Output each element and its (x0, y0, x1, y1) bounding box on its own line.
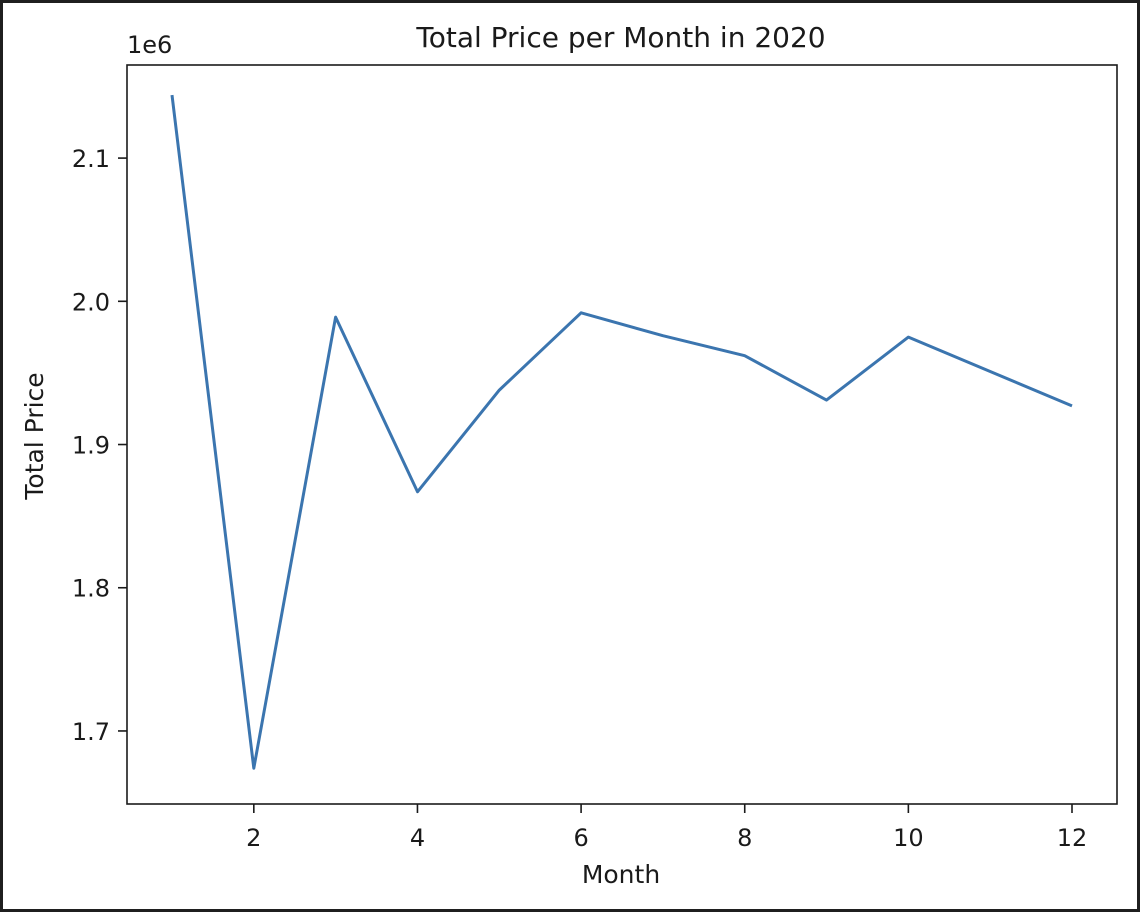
series-line (170, 94, 1073, 770)
y-axis-offset-text: 1e6 (127, 31, 172, 59)
y-axis-ticks: 1.7 1.8 1.9 2.0 2.1 (72, 145, 127, 746)
series-layer (170, 94, 1073, 770)
x-tick-label: 4 (410, 824, 425, 852)
x-tick-label: 12 (1057, 824, 1088, 852)
y-axis-label: Total Price (20, 372, 49, 500)
x-axis-label: Month (582, 860, 660, 889)
y-tick-label: 1.8 (72, 575, 110, 603)
y-tick-label: 1.9 (72, 432, 110, 460)
y-tick-label: 2.0 (72, 288, 110, 316)
x-axis-ticks: 2 4 6 8 10 12 (246, 804, 1087, 852)
chart-title: Total Price per Month in 2020 (415, 21, 825, 54)
x-tick-label: 2 (246, 824, 261, 852)
y-tick-label: 2.1 (72, 145, 110, 173)
x-tick-label: 6 (573, 824, 588, 852)
y-tick-label: 1.7 (72, 718, 110, 746)
x-tick-label: 10 (893, 824, 924, 852)
plot-area (126, 64, 1118, 805)
x-tick-label: 8 (737, 824, 752, 852)
